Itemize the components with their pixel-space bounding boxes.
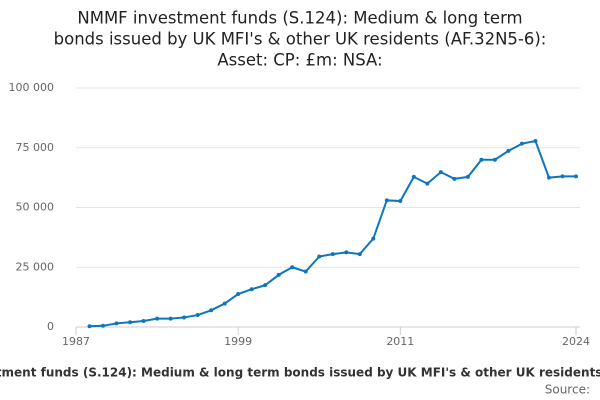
point xyxy=(249,287,254,292)
chart-title: bonds issued by UK MFI's & other UK resi… xyxy=(54,30,547,49)
x-tick-label: 1999 xyxy=(224,335,252,348)
point xyxy=(465,174,470,179)
series-name: NMMF investment funds (S.124): Medium & … xyxy=(0,366,600,380)
point xyxy=(574,174,578,179)
point xyxy=(452,176,457,181)
y-tick-label: 100 000 xyxy=(9,81,55,94)
chart-title: NMMF investment funds (S.124): Medium & … xyxy=(77,9,522,28)
point xyxy=(87,324,92,329)
y-tick-label: 50 000 xyxy=(16,201,55,214)
x-tick-label: 2024 xyxy=(562,335,590,348)
point xyxy=(195,313,200,318)
point xyxy=(114,321,119,326)
y-tick-label: 0 xyxy=(47,320,54,333)
source: Source: xyxy=(545,383,590,397)
point xyxy=(384,198,389,203)
point xyxy=(438,170,443,175)
y-tick-label: 25 000 xyxy=(16,260,55,273)
point xyxy=(479,157,484,162)
point xyxy=(263,283,268,288)
point xyxy=(290,265,295,270)
point xyxy=(425,181,430,186)
x-tick-label: 1987 xyxy=(62,335,90,348)
point xyxy=(155,316,160,321)
point xyxy=(101,323,106,328)
point xyxy=(330,252,335,257)
y-tick-label: 75 000 xyxy=(16,141,55,154)
point xyxy=(411,174,416,179)
point xyxy=(560,174,565,179)
point xyxy=(236,292,241,297)
point xyxy=(519,141,524,146)
point xyxy=(344,250,349,255)
x-tick-label: 2011 xyxy=(386,335,414,348)
point xyxy=(546,175,551,180)
point xyxy=(128,320,133,325)
point xyxy=(303,269,308,274)
point xyxy=(222,301,227,306)
line xyxy=(89,139,576,328)
point xyxy=(182,315,187,320)
point xyxy=(141,319,146,324)
point xyxy=(168,316,173,321)
point xyxy=(492,157,497,162)
point xyxy=(317,254,322,259)
chart-title: Asset: CP: £m: NSA: xyxy=(217,51,382,70)
point xyxy=(276,272,281,277)
point xyxy=(533,139,538,144)
point xyxy=(506,148,511,153)
point xyxy=(357,252,362,257)
point xyxy=(398,199,403,204)
point xyxy=(209,308,214,313)
point xyxy=(371,236,376,241)
